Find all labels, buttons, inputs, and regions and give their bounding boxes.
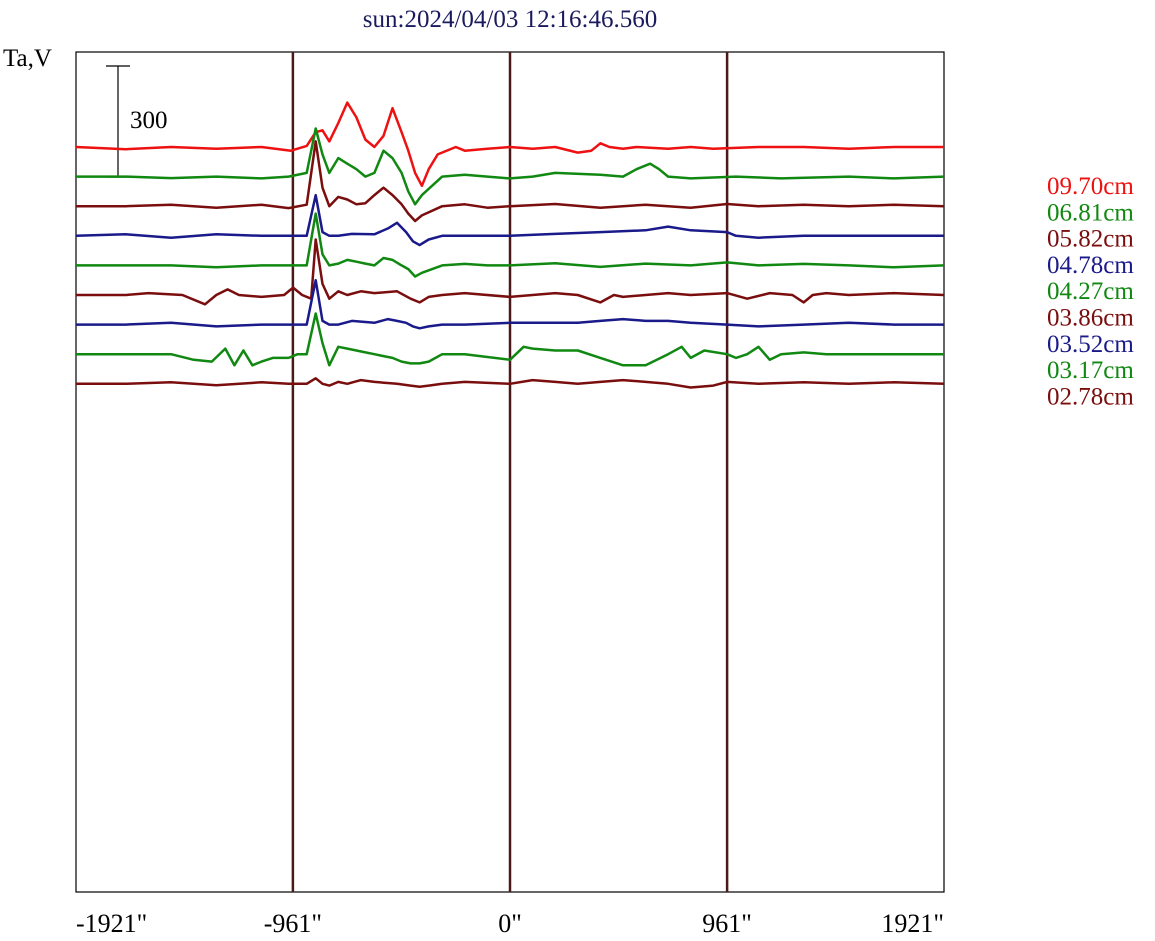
legend-entry: 05.82cm	[1047, 226, 1134, 253]
series-line-04.27cm	[76, 212, 945, 278]
vertical-lines	[291, 52, 729, 892]
x-tick-label: 1921"	[881, 909, 944, 938]
legend-entry: 06.81cm	[1047, 199, 1134, 226]
legend: 09.70cm06.81cm05.82cm04.78cm04.27cm03.86…	[1047, 173, 1134, 410]
legend-entry: 03.52cm	[1047, 331, 1134, 358]
chart-title: sun:2024/04/03 12:16:46.560	[363, 6, 657, 33]
x-tick-label: -961"	[264, 909, 322, 938]
legend-entry: 09.70cm	[1047, 173, 1134, 200]
series-line-03.52cm	[76, 278, 944, 330]
series-line-03.17cm	[76, 312, 944, 367]
scale-bar: 300	[106, 65, 168, 178]
series-line-05.82cm	[76, 140, 945, 223]
legend-entry: 03.17cm	[1047, 357, 1134, 384]
series-line-03.86cm	[76, 238, 945, 306]
series-line-04.78cm	[75, 193, 944, 247]
series-line-06.81cm	[76, 127, 945, 206]
scale-bar-label: 300	[130, 107, 168, 134]
legend-entry: 04.78cm	[1047, 252, 1134, 279]
x-tick-label: 0"	[498, 909, 522, 938]
series-lines	[75, 101, 945, 389]
y-axis-label: Ta,V	[3, 45, 52, 72]
x-tick-label: 961"	[702, 909, 752, 938]
legend-entry: 03.86cm	[1047, 305, 1134, 332]
x-tick-label: -1921"	[76, 909, 147, 938]
x-tick-labels: -1921" -961" 0" 961" 1921"	[76, 909, 944, 938]
legend-entry: 02.78cm	[1047, 383, 1134, 410]
series-line-02.78cm	[76, 377, 945, 389]
legend-entry: 04.27cm	[1047, 278, 1134, 305]
